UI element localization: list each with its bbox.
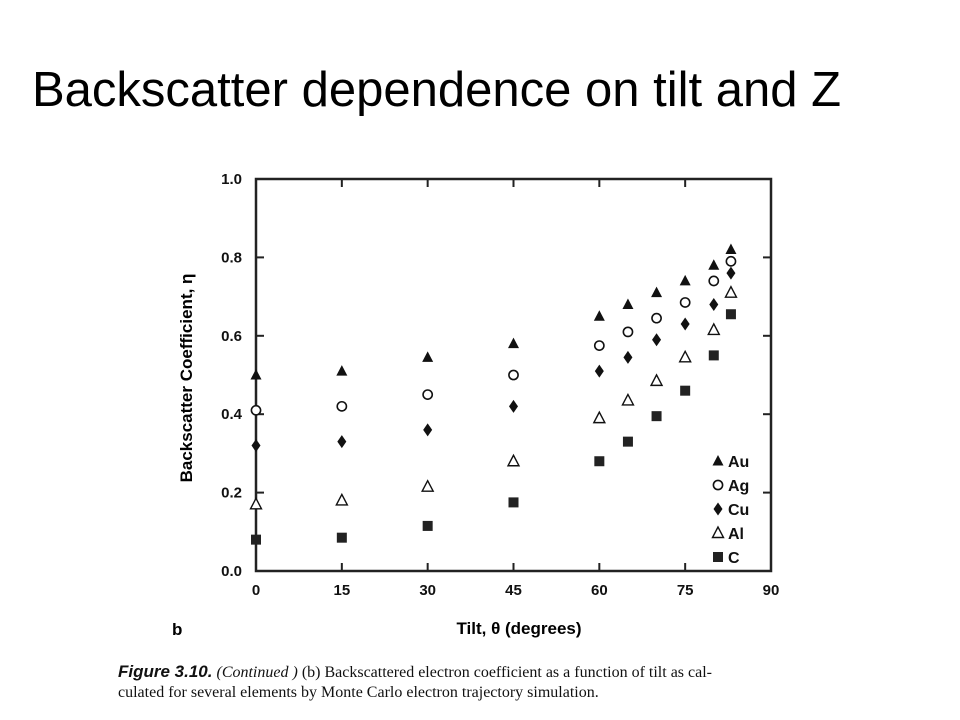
data-point-al xyxy=(335,492,349,506)
data-point-ag xyxy=(708,275,720,287)
y-tick-label: 0.8 xyxy=(221,249,242,266)
caption-continued: (Continued ) xyxy=(216,664,298,681)
data-point-ag xyxy=(593,340,605,351)
caption-line-2: culated for several elements by Monte Ca… xyxy=(118,684,599,701)
legend-label-au: Au xyxy=(728,454,749,471)
x-tick-label: 15 xyxy=(333,582,350,599)
data-point-al xyxy=(707,322,721,336)
x-tick-label: 90 xyxy=(763,582,780,599)
data-point-cu xyxy=(251,439,261,453)
data-point-ag xyxy=(651,312,662,324)
data-point-ag xyxy=(622,326,634,338)
data-point-c xyxy=(508,497,519,508)
tick-marks xyxy=(255,178,772,572)
panel-label: b xyxy=(172,620,183,639)
y-tick-label: 0.4 xyxy=(221,406,243,423)
data-point-au xyxy=(622,298,634,309)
legend: Au Ag Cu Al C xyxy=(711,454,749,567)
data-point-au xyxy=(725,243,737,255)
x-tick-label: 45 xyxy=(505,582,522,599)
data-point-c xyxy=(336,532,347,543)
data-point-au xyxy=(250,369,262,380)
data-markers xyxy=(249,243,738,545)
x-tick-label: 0 xyxy=(252,582,260,599)
data-point-al xyxy=(649,373,664,387)
data-point-c xyxy=(594,456,605,467)
data-point-au xyxy=(679,274,691,286)
data-point-c xyxy=(680,385,691,396)
data-point-c xyxy=(422,520,433,531)
data-point-cu xyxy=(337,435,347,449)
data-point-cu xyxy=(709,297,719,311)
data-point-al xyxy=(724,285,738,298)
data-point-cu xyxy=(652,333,662,347)
legend-marker-al xyxy=(711,525,725,539)
legend-marker-ag xyxy=(712,479,724,491)
x-tick-label: 60 xyxy=(591,582,608,599)
data-point-al xyxy=(678,349,692,363)
y-tick-labels: 0.0 0.2 0.4 0.6 0.8 1.0 xyxy=(221,171,243,580)
data-point-ag xyxy=(336,400,348,412)
data-point-cu xyxy=(423,423,433,437)
data-point-al xyxy=(592,410,606,424)
data-point-ag xyxy=(508,369,519,381)
y-tick-label: 1.0 xyxy=(221,171,242,188)
legend-marker-cu xyxy=(713,502,723,516)
data-point-c xyxy=(651,411,662,422)
legend-marker-au xyxy=(712,455,724,466)
y-tick-label: 0.6 xyxy=(221,328,242,345)
figure-number: Figure 3.10. xyxy=(118,662,213,681)
data-point-cu xyxy=(726,266,736,280)
data-point-ag xyxy=(250,404,262,416)
figure-caption: Figure 3.10. (Continued ) (b) Backscatte… xyxy=(118,662,878,703)
data-point-ag xyxy=(679,297,691,308)
legend-label-al: Al xyxy=(728,526,744,543)
data-point-au xyxy=(508,337,519,349)
data-point-ag xyxy=(725,255,737,267)
x-axis-label: Tilt, θ (degrees) xyxy=(456,619,581,638)
data-point-ag xyxy=(422,389,434,400)
data-point-au xyxy=(336,365,348,376)
data-point-al xyxy=(506,453,521,467)
data-point-c xyxy=(725,309,736,320)
data-point-al xyxy=(621,392,635,406)
caption-line-1: (b) Backscattered electron coefficient a… xyxy=(297,664,712,681)
data-point-cu xyxy=(509,399,518,413)
data-point-cu xyxy=(680,317,690,331)
x-tick-label: 75 xyxy=(677,582,694,599)
legend-label-c: C xyxy=(728,550,740,567)
y-tick-label: 0.2 xyxy=(221,485,242,502)
data-point-cu xyxy=(623,350,633,364)
legend-label-ag: Ag xyxy=(728,478,749,495)
data-point-c xyxy=(708,350,719,361)
legend-label-cu: Cu xyxy=(728,502,749,519)
y-axis-label: Backscatter Coefficient, η xyxy=(177,274,196,483)
data-point-au xyxy=(651,286,663,298)
data-point-au xyxy=(422,351,434,362)
data-point-au xyxy=(593,310,605,321)
x-tick-label: 30 xyxy=(419,582,436,599)
data-point-c xyxy=(251,534,261,545)
legend-marker-c xyxy=(713,552,723,562)
data-point-cu xyxy=(594,364,604,378)
data-point-au xyxy=(708,259,720,270)
slide-title: Backscatter dependence on tilt and Z xyxy=(32,63,842,117)
y-tick-label: 0.0 xyxy=(221,563,242,580)
data-point-al xyxy=(249,496,263,510)
data-point-c xyxy=(622,436,633,447)
x-tick-labels: 0 15 30 45 60 75 90 xyxy=(252,582,780,599)
data-point-al xyxy=(421,479,435,492)
